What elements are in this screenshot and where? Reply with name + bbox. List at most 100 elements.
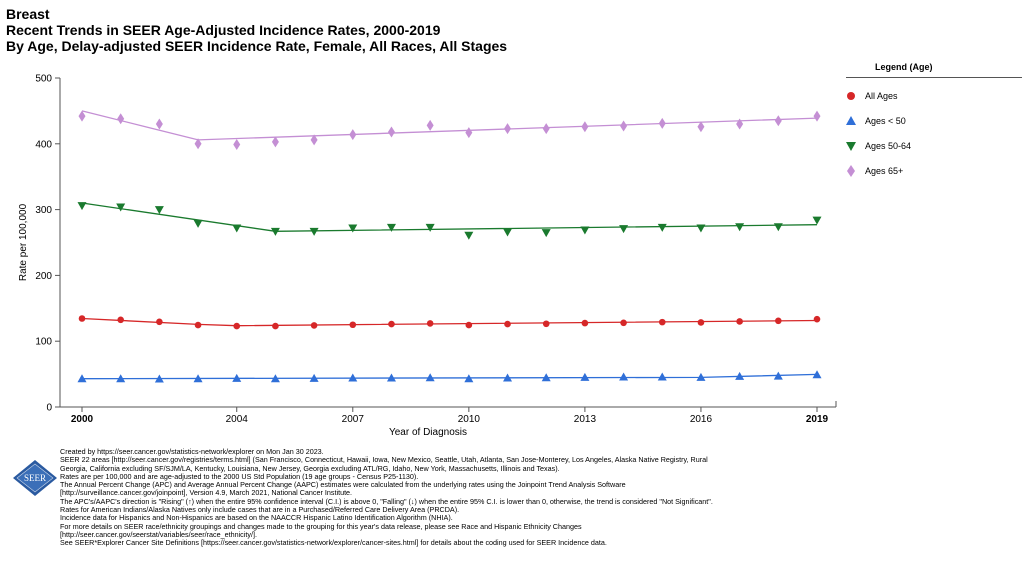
- footnote: Rates are per 100,000 and are age-adjust…: [60, 471, 419, 481]
- legend-item-ages-65-plus[interactable]: Ages 65+: [845, 164, 903, 178]
- data-point: [581, 121, 589, 133]
- data-point: [735, 371, 745, 380]
- data-point: [696, 372, 706, 381]
- data-point: [658, 117, 666, 129]
- footnote: SEER 22 areas [http://seer.cancer.gov/re…: [60, 455, 708, 473]
- data-point: [426, 320, 434, 327]
- data-point: [194, 321, 202, 329]
- data-point: [154, 374, 164, 383]
- data-point: [542, 320, 550, 328]
- data-point: [697, 319, 705, 326]
- data-point: [619, 372, 629, 381]
- x-tick-label: 2007: [342, 414, 365, 425]
- triangle-down-marker-icon: [846, 142, 856, 151]
- chart-title-block: Breast Recent Trends in SEER Age-Adjuste…: [6, 6, 507, 54]
- data-point: [812, 216, 822, 225]
- legend-title: Legend (Age): [875, 62, 933, 72]
- y-tick-label: 500: [35, 74, 52, 85]
- x-tick-label: 2000: [71, 414, 94, 425]
- data-point: [620, 120, 628, 132]
- y-tick-label: 200: [35, 271, 52, 282]
- data-point: [581, 319, 589, 327]
- data-point: [465, 321, 473, 329]
- data-point: [503, 373, 513, 382]
- legend-label: Ages < 50: [865, 116, 906, 126]
- data-point: [386, 373, 396, 382]
- data-point: [348, 224, 358, 233]
- footnote: Rates for American Indians/Alaska Native…: [60, 505, 460, 515]
- legend-item-ages-50-64[interactable]: Ages 50-64: [845, 139, 911, 153]
- data-point: [620, 319, 627, 327]
- data-point: [77, 202, 87, 211]
- data-point: [426, 119, 434, 131]
- x-axis-label: Year of Diagnosis: [389, 427, 467, 438]
- data-point: [425, 373, 435, 382]
- x-tick-label: 2010: [458, 414, 481, 425]
- triangle-up-marker-icon: [846, 116, 856, 125]
- data-point: [465, 127, 473, 139]
- data-point: [193, 219, 203, 228]
- y-tick-label: 100: [35, 337, 52, 348]
- data-point: [813, 315, 821, 323]
- data-point: [464, 374, 474, 383]
- data-point: [155, 118, 163, 130]
- data-point: [580, 372, 590, 381]
- y-tick-label: 300: [35, 205, 52, 216]
- y-axis-label: Rate per 100,000: [18, 203, 29, 281]
- data-point: [504, 123, 512, 135]
- footnotes: Created by https://seer.cancer.gov/stati…: [60, 447, 720, 548]
- legend-label: Ages 50-64: [865, 141, 912, 151]
- footnote: Created by https://seer.cancer.gov/stati…: [60, 447, 324, 456]
- data-point: [425, 223, 435, 232]
- trend-line: [81, 202, 818, 232]
- footnote: See SEER*Explorer Cancer Site Definition…: [60, 538, 607, 548]
- data-point: [542, 123, 550, 135]
- footnote: Incidence data for Hispanics and Non-His…: [60, 513, 453, 523]
- data-point: [270, 374, 280, 383]
- data-point: [233, 138, 241, 150]
- data-point: [658, 318, 666, 326]
- diamond-marker-icon: [847, 165, 855, 177]
- data-point: [541, 229, 551, 238]
- data-point: [580, 226, 590, 235]
- data-point: [310, 134, 318, 146]
- trend-line: [81, 317, 818, 327]
- x-tick-label: 2019: [806, 414, 829, 425]
- data-point: [349, 321, 357, 329]
- data-point: [309, 373, 319, 382]
- data-point: [696, 224, 706, 233]
- chart-title: Recent Trends in SEER Age-Adjusted Incid…: [6, 22, 441, 38]
- data-point: [348, 373, 358, 382]
- data-point: [233, 322, 241, 330]
- trend-line: [81, 110, 818, 141]
- x-tick-label: 2004: [226, 414, 249, 425]
- data-point: [773, 223, 783, 232]
- data-point: [736, 118, 744, 130]
- data-point: [386, 223, 396, 232]
- data-point: [78, 315, 86, 322]
- data-point: [156, 318, 163, 326]
- data-point: [657, 223, 667, 232]
- legend-item-ages-under-50[interactable]: Ages < 50: [845, 114, 906, 128]
- legend-item-all-ages[interactable]: All Ages: [845, 89, 898, 103]
- trend-line: [81, 373, 818, 380]
- data-point: [541, 373, 551, 382]
- data-point: [272, 322, 279, 330]
- footnote: The Annual Percent Change (APC) and Aver…: [60, 480, 626, 498]
- data-point: [271, 136, 279, 148]
- seer-logo-text: SEER: [24, 473, 46, 483]
- site-title: Breast: [6, 6, 50, 22]
- data-point: [387, 126, 395, 138]
- data-point: [116, 203, 126, 212]
- y-tick-label: 0: [46, 403, 52, 414]
- data-point: [619, 225, 629, 234]
- data-point: [697, 121, 705, 133]
- data-point: [193, 374, 203, 383]
- legend-label: Ages 65+: [865, 166, 904, 176]
- x-tick-label: 2013: [574, 414, 597, 425]
- data-point: [503, 228, 513, 237]
- data-point: [117, 113, 125, 125]
- data-point: [736, 318, 743, 325]
- data-point: [775, 317, 782, 325]
- data-point: [388, 320, 395, 328]
